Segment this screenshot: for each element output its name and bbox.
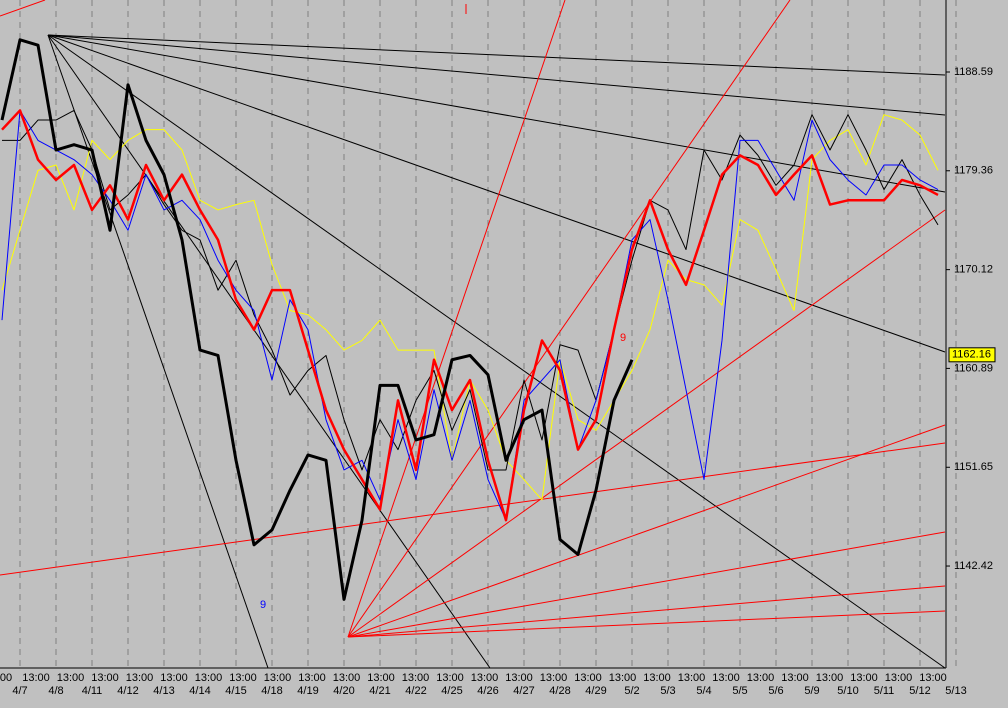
time-label: 13:00 — [505, 672, 533, 684]
time-label: 13:00 — [471, 672, 499, 684]
time-label: 13:00 — [436, 672, 464, 684]
time-label: 13:00 — [333, 672, 361, 684]
fan-line — [347, 209, 946, 638]
time-label: 13:00 — [747, 672, 775, 684]
time-label: 13:00 — [678, 672, 706, 684]
fan-line — [347, 531, 946, 638]
time-label: 13:00 — [22, 672, 50, 684]
red-fan — [0, 0, 946, 638]
last-price-label: 1162.16 — [952, 349, 991, 361]
x-tick-label: 5/13 — [945, 685, 966, 697]
time-label: 13:00 — [540, 672, 568, 684]
fan-line — [347, 0, 566, 638]
trend-line — [0, 0, 46, 17]
annotation: 9 — [620, 332, 626, 344]
time-label: 13:00 — [160, 672, 188, 684]
x-tick-label: 5/2 — [624, 685, 639, 697]
x-tick-label: 4/18 — [261, 685, 282, 697]
x-tick-label: 5/11 — [874, 685, 895, 697]
fan-line — [347, 424, 946, 638]
fan-line — [47, 34, 946, 116]
y-tick-label: 1142.42 — [954, 560, 993, 572]
time-label: 13:00 — [885, 672, 913, 684]
fan-line — [47, 34, 946, 669]
x-tick-label: 4/29 — [585, 685, 606, 697]
x-tick-label: 4/27 — [513, 685, 534, 697]
x-tick-label: 5/4 — [696, 685, 711, 697]
x-tick-label: 4/26 — [477, 685, 498, 697]
time-label: 13:00 — [402, 672, 430, 684]
x-tick-label: 4/11 — [82, 685, 103, 697]
y-tick-label: 1179.36 — [954, 165, 993, 177]
time-label: 13:00 — [57, 672, 85, 684]
time-label: 13:00 — [919, 672, 947, 684]
time-label: 13:00 — [298, 672, 326, 684]
series-line — [1, 109, 939, 522]
x-tick-label: 4/22 — [405, 685, 426, 697]
y-tick-label: 1188.59 — [954, 66, 993, 78]
series-line — [0, 38, 634, 601]
time-label: 13:00 — [229, 672, 257, 684]
fan-line — [347, 610, 946, 638]
x-tick-label: 5/10 — [837, 685, 858, 697]
x-tick-label: 4/28 — [549, 685, 570, 697]
y-tick-label: 1170.12 — [954, 264, 993, 276]
time-label: 13:00 — [712, 672, 740, 684]
fan-line — [47, 34, 269, 669]
time-label: 13:00 — [574, 672, 602, 684]
plot — [0, 38, 939, 601]
time-label: 13:00 — [367, 672, 395, 684]
grid — [19, 0, 957, 668]
time-label: 13:00 — [643, 672, 671, 684]
x-tick-label: 4/8 — [48, 685, 63, 697]
x-tick-label: 4/25 — [441, 685, 462, 697]
time-label: 13:00 — [850, 672, 878, 684]
fan-line — [347, 0, 791, 638]
x-tick-label: 5/12 — [909, 685, 930, 697]
time-label: 13:00 — [781, 672, 809, 684]
x-tick-label: 4/19 — [297, 685, 318, 697]
fan-line — [47, 34, 946, 193]
last-price-box — [948, 347, 996, 363]
x-tick-label: 4/15 — [225, 685, 246, 697]
x-tick-label: 4/20 — [333, 685, 354, 697]
x-tick-label: 4/21 — [369, 685, 390, 697]
fan-line — [347, 585, 946, 638]
y-tick-label: 1160.89 — [954, 362, 993, 374]
series-line — [2, 109, 939, 471]
time-label: 13:00 — [816, 672, 844, 684]
annotation: 9 — [260, 599, 266, 611]
x-tick-label: 4/7 — [12, 685, 27, 697]
time-label: 13:00 — [609, 672, 637, 684]
series-line — [1, 109, 939, 521]
time-label: 13:00 — [91, 672, 119, 684]
time-label: 13:00 — [264, 672, 292, 684]
x-tick-label: 5/3 — [660, 685, 675, 697]
trend-line — [0, 442, 946, 576]
x-tick-label: 5/5 — [732, 685, 747, 697]
x-tick-label: 4/14 — [189, 685, 210, 697]
y-tick-label: 1151.65 — [954, 461, 993, 473]
x-tick-label: 5/6 — [768, 685, 783, 697]
fan-line — [47, 34, 946, 76]
time-label: 00 — [0, 672, 12, 684]
time-label: 13:00 — [126, 672, 154, 684]
x-tick-label: 4/13 — [153, 685, 174, 697]
time-label: 13:00 — [195, 672, 223, 684]
x-tick-label: 5/9 — [804, 685, 819, 697]
x-tick-label: 4/12 — [117, 685, 138, 697]
